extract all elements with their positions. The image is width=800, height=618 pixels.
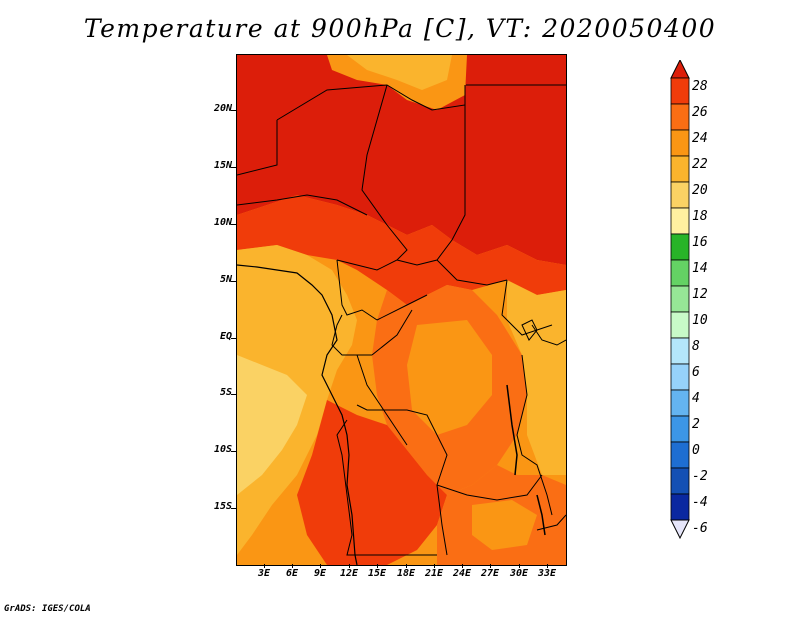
x-tick-label: 30E — [509, 568, 529, 579]
colorbar-label: 28 — [692, 79, 708, 94]
x-tick-label: 21E — [424, 568, 444, 579]
field-southeast-patch — [472, 500, 537, 550]
y-tick — [231, 338, 236, 339]
colorbar-label: 2 — [692, 417, 700, 432]
colorbar-label: 10 — [692, 313, 708, 328]
colorbar-label: 14 — [692, 261, 708, 276]
colorbar-label: -2 — [692, 469, 708, 484]
colorbar-bottom-arrow — [670, 519, 690, 540]
x-tick-label: 24E — [452, 568, 472, 579]
colorbar-label: 12 — [692, 287, 708, 302]
colorbar-top-arrow — [670, 60, 690, 79]
y-tick — [231, 167, 236, 168]
colorbar-segment — [670, 129, 690, 157]
field-south-warm — [297, 400, 447, 565]
y-tick — [231, 451, 236, 452]
x-tick-label: 9E — [313, 568, 327, 579]
colorbar-segment — [670, 337, 690, 365]
field-warm-band — [237, 195, 566, 305]
y-tick-label: 20N — [213, 103, 232, 114]
x-tick — [320, 564, 321, 568]
y-tick — [231, 508, 236, 509]
atlantic-coastline — [237, 264, 358, 565]
colorbar-segment — [670, 441, 690, 469]
colorbar-label: 18 — [692, 209, 708, 224]
x-tick — [490, 564, 491, 568]
x-tick — [264, 564, 265, 568]
colorbar-segment — [670, 103, 690, 131]
x-tick — [377, 564, 378, 568]
x-tick-label: 3E — [257, 568, 271, 579]
x-tick — [462, 564, 463, 568]
y-tick — [231, 224, 236, 225]
temperature-field — [237, 55, 566, 565]
colorbar-segment — [670, 77, 690, 105]
y-tick-label: 10S — [213, 444, 232, 455]
field-coastal-pale — [237, 355, 307, 495]
x-tick-label: 15E — [367, 568, 387, 579]
colorbar-segment — [670, 207, 690, 235]
colorbar-segment — [670, 493, 690, 521]
y-tick — [231, 394, 236, 395]
y-tick-label: 15N — [213, 160, 232, 171]
lake-malawi — [536, 494, 546, 536]
colorbar-segment — [670, 155, 690, 183]
colorbar-label: 24 — [692, 131, 708, 146]
colorbar-label: -6 — [692, 521, 708, 536]
temperature-map — [236, 54, 567, 566]
field-hot-north — [237, 55, 566, 265]
colorbar-segment — [670, 389, 690, 417]
colorbar-label: 26 — [692, 105, 708, 120]
map-title: Temperature at 900hPa [C], VT: 202005040… — [83, 14, 717, 43]
y-tick-label: EQ — [219, 331, 232, 342]
x-tick-label: 33E — [537, 568, 557, 579]
x-tick — [406, 564, 407, 568]
x-tick — [349, 564, 350, 568]
field-east-highlands — [507, 280, 566, 475]
country-boundaries — [237, 84, 566, 556]
x-tick — [434, 564, 435, 568]
colorbar-label: 4 — [692, 391, 700, 406]
y-tick-label: 5S — [219, 387, 232, 398]
y-tick — [231, 281, 236, 282]
colorbar-segment — [670, 233, 690, 261]
x-tick — [547, 564, 548, 568]
y-tick-label: 5N — [219, 274, 232, 285]
x-tick-label: 18E — [396, 568, 416, 579]
lake-tanganyika — [506, 384, 518, 476]
colorbar-label: 6 — [692, 365, 700, 380]
colorbar-label: 22 — [692, 157, 708, 172]
colorbar-label: 0 — [692, 443, 700, 458]
x-tick — [519, 564, 520, 568]
colorbar-segment — [670, 259, 690, 287]
colorbar-label: 16 — [692, 235, 708, 250]
lake-victoria — [521, 319, 538, 341]
colorbar-segment — [670, 285, 690, 313]
x-tick-label: 12E — [339, 568, 359, 579]
y-tick-label: 15S — [213, 501, 232, 512]
colorbar-label: 20 — [692, 183, 708, 198]
colorbar-segment — [670, 363, 690, 391]
colorbar — [670, 60, 690, 540]
y-tick-label: 10N — [213, 217, 232, 228]
field-north-light — [347, 55, 452, 90]
x-tick-label: 27E — [480, 568, 500, 579]
x-tick — [292, 564, 293, 568]
y-tick — [231, 110, 236, 111]
grads-credit: GrADS: IGES/COLA — [4, 604, 91, 614]
x-tick-label: 6E — [285, 568, 299, 579]
colorbar-label: -4 — [692, 495, 708, 510]
colorbar-segment — [670, 415, 690, 443]
colorbar-segment — [670, 181, 690, 209]
colorbar-segment — [670, 467, 690, 495]
colorbar-segment — [670, 311, 690, 339]
field-basin-core — [407, 320, 492, 435]
colorbar-label: 8 — [692, 339, 700, 354]
